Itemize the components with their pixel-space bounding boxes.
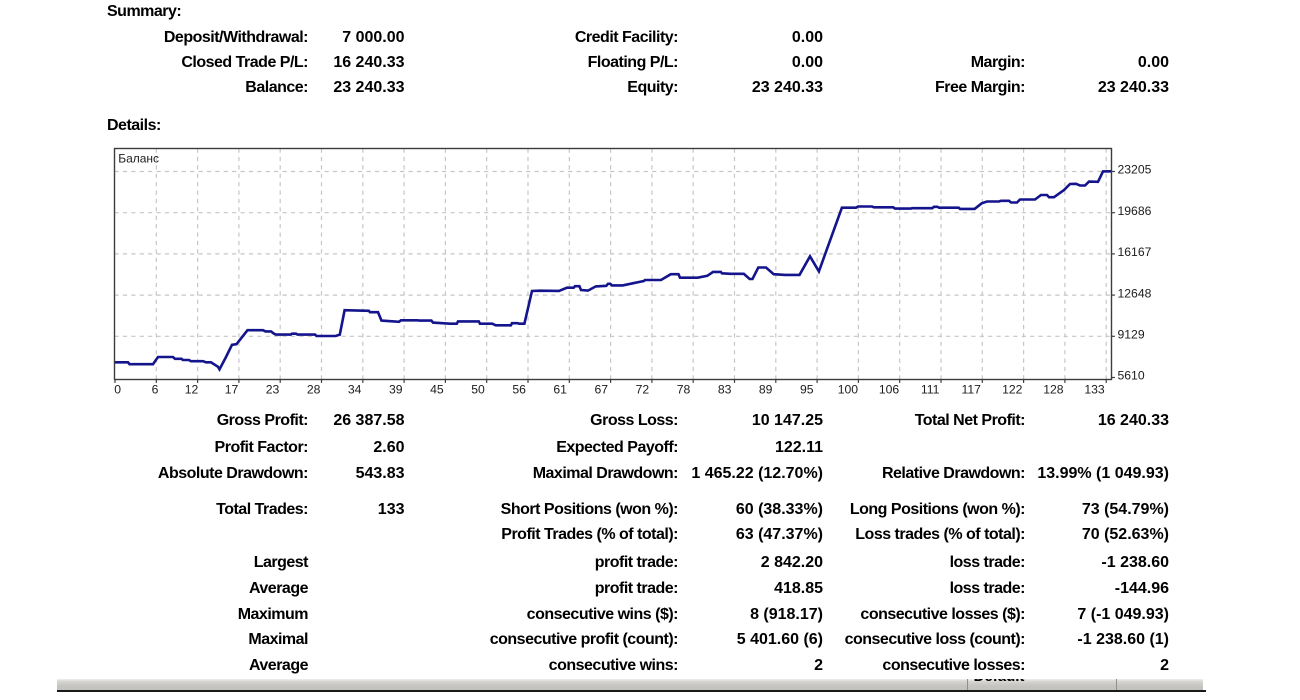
svg-text:83: 83 xyxy=(718,382,732,396)
svg-text:56: 56 xyxy=(512,382,526,396)
svg-text:16167: 16167 xyxy=(1118,245,1152,259)
svg-text:Баланс: Баланс xyxy=(118,152,159,166)
svg-text:17: 17 xyxy=(225,382,239,396)
svg-text:133: 133 xyxy=(1084,382,1105,396)
svg-text:111: 111 xyxy=(921,382,940,396)
svg-text:72: 72 xyxy=(636,382,650,396)
svg-text:128: 128 xyxy=(1043,382,1064,396)
svg-text:117: 117 xyxy=(961,382,981,396)
svg-text:39: 39 xyxy=(389,382,403,396)
svg-text:23: 23 xyxy=(266,382,280,396)
svg-text:106: 106 xyxy=(879,382,900,396)
svg-text:23205: 23205 xyxy=(1118,163,1152,177)
svg-text:0: 0 xyxy=(114,382,121,396)
svg-text:95: 95 xyxy=(800,382,814,396)
svg-text:12: 12 xyxy=(185,382,199,396)
svg-text:5610: 5610 xyxy=(1118,369,1145,383)
svg-text:67: 67 xyxy=(595,382,609,396)
svg-text:50: 50 xyxy=(471,382,485,396)
svg-text:19686: 19686 xyxy=(1118,204,1152,218)
svg-text:61: 61 xyxy=(553,382,567,396)
svg-text:28: 28 xyxy=(307,382,321,396)
svg-text:100: 100 xyxy=(838,382,859,396)
svg-text:9129: 9129 xyxy=(1118,328,1145,342)
svg-text:12648: 12648 xyxy=(1118,286,1152,300)
svg-text:78: 78 xyxy=(677,382,691,396)
svg-text:6: 6 xyxy=(152,382,159,396)
svg-text:45: 45 xyxy=(430,382,444,396)
svg-text:89: 89 xyxy=(759,382,773,396)
svg-text:122: 122 xyxy=(1002,382,1023,396)
svg-text:34: 34 xyxy=(348,382,362,396)
